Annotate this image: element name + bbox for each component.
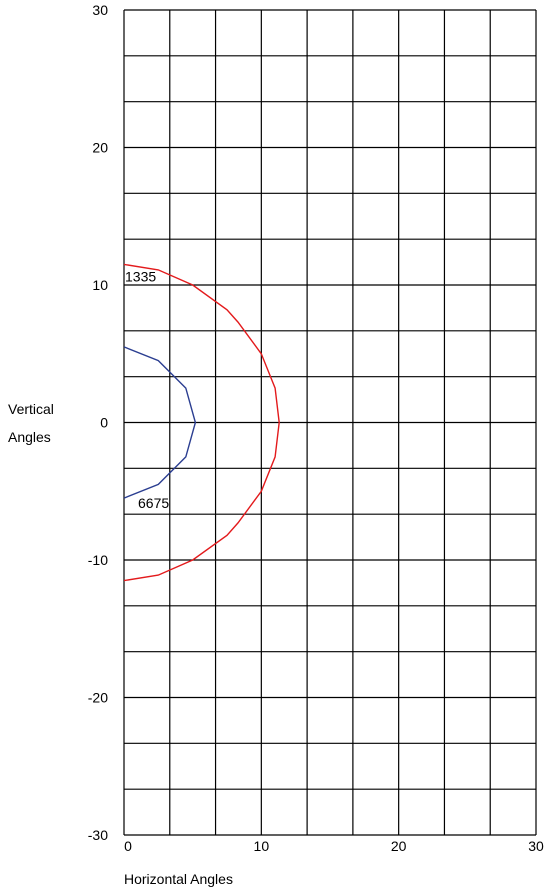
y-tick-label: -30: [88, 827, 108, 843]
y-axis-title-line2: Angles: [8, 429, 51, 445]
y-tick-label: 10: [92, 277, 108, 293]
series-group: [123, 263, 280, 582]
x-axis-title: Horizontal Angles: [124, 871, 233, 887]
y-tick-label: 30: [92, 2, 108, 18]
y-axis-title-line1: Vertical: [8, 401, 54, 417]
series-line-6675: [123, 346, 197, 499]
y-tick-label: 0: [100, 415, 108, 431]
x-tick-label: 10: [254, 838, 270, 854]
x-tick-label: 20: [391, 838, 407, 854]
y-tick-label: -10: [88, 552, 108, 568]
series-label-6675: 6675: [138, 495, 169, 511]
x-tick-label: 30: [528, 838, 544, 854]
series-line-1335: [123, 263, 280, 582]
series-label-1335: 1335: [125, 268, 156, 284]
y-tick-label: 20: [92, 140, 108, 156]
grid: [123, 9, 537, 836]
y-tick-label: -20: [88, 690, 108, 706]
axis-titles: Horizontal Angles Vertical Angles: [8, 401, 233, 887]
tick-labels: 1335 6675 30 20 10 0 -10 -20 -30 0 10 20 30: [88, 2, 544, 854]
x-tick-label: 0: [124, 838, 132, 854]
